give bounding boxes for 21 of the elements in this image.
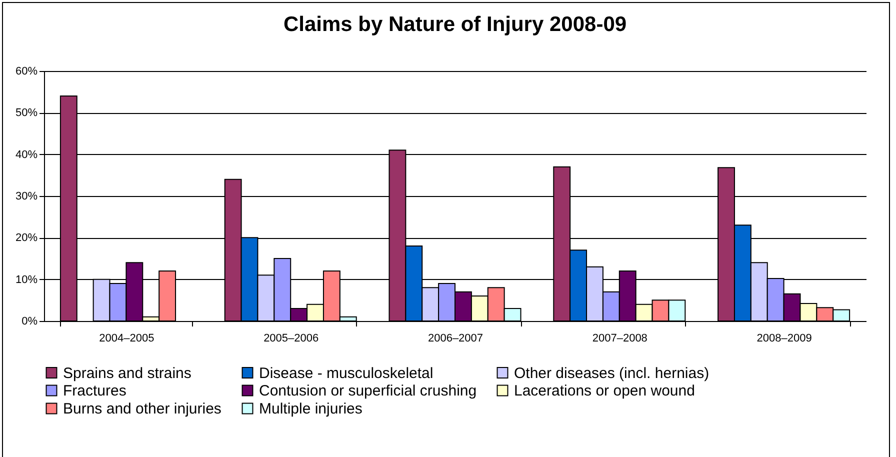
x-tick-label: 2006–2007 xyxy=(428,332,484,344)
x-tick-label: 2005–2006 xyxy=(264,332,319,344)
y-tick-label: 40% xyxy=(15,148,38,161)
legend-label: Contusion or superficial crushing xyxy=(259,382,477,400)
y-tick-label: 30% xyxy=(15,190,38,202)
y-tick-label: 20% xyxy=(15,232,38,244)
legend-label: Lacerations or open wound xyxy=(514,382,695,400)
legend-label: Sprains and strains xyxy=(63,364,192,382)
y-tick-label: 0% xyxy=(22,316,38,328)
legend-label: Fractures xyxy=(63,382,126,400)
y-tick-label: 60% xyxy=(15,66,38,78)
x-tick-label: 2007–2008 xyxy=(592,332,648,344)
x-tick-label: 2008–2009 xyxy=(756,332,812,344)
legend-label: Other diseases (incl. hernias) xyxy=(514,364,710,382)
legend-label: Burns and other injuries xyxy=(63,400,222,418)
legend-label: Disease - musculoskeletal xyxy=(259,364,434,382)
legend-label: Multiple injuries xyxy=(259,400,362,418)
y-tick-label: 10% xyxy=(15,274,38,286)
y-tick-label: 50% xyxy=(15,107,38,120)
x-tick-label: 2004–2005 xyxy=(99,332,154,344)
chart-title: Claims by Nature of Injury 2008-09 xyxy=(283,13,627,36)
